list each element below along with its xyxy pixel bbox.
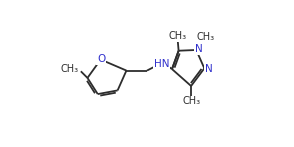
Text: CH₃: CH₃ xyxy=(182,96,200,106)
Text: N: N xyxy=(205,64,213,74)
Text: N: N xyxy=(195,44,203,54)
Text: O: O xyxy=(97,54,106,64)
Text: CH₃: CH₃ xyxy=(197,32,215,42)
Text: CH₃: CH₃ xyxy=(168,31,186,41)
Text: CH₃: CH₃ xyxy=(61,64,78,74)
Text: HN: HN xyxy=(153,59,169,69)
